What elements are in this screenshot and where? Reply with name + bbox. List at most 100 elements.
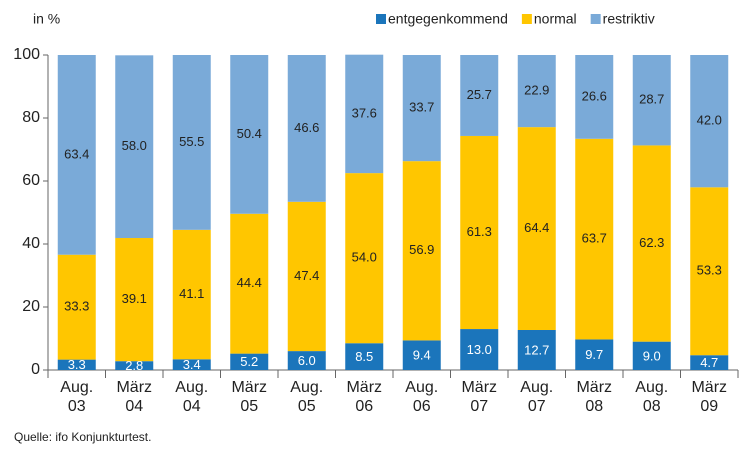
value-label: 64.4 (524, 220, 549, 235)
bar-segment (690, 55, 729, 188)
value-label: 63.7 (582, 231, 607, 246)
value-label: 3.3 (68, 357, 86, 372)
bar-segment (517, 55, 556, 128)
bar-segment (230, 55, 269, 214)
value-label: 62.3 (639, 235, 664, 250)
bar-segment (575, 55, 614, 139)
bar-segment (57, 55, 96, 255)
legend-label: normal (534, 11, 577, 27)
value-label: 56.9 (409, 242, 434, 257)
x-tick-label: März (691, 379, 727, 396)
y-tick-label: 0 (31, 361, 40, 378)
x-tick-label: März (116, 379, 152, 396)
x-tick-label: 07 (470, 398, 488, 415)
x-tick-label: 04 (125, 398, 143, 415)
bar-segment (230, 213, 269, 354)
legend-label: restriktiv (603, 11, 655, 27)
x-tick-label: 04 (183, 398, 201, 415)
bar-segment (402, 340, 441, 370)
legend-swatch (590, 14, 601, 24)
legend-label: entgegenkommend (388, 11, 508, 27)
value-label: 6.0 (298, 353, 316, 368)
x-tick-label: März (576, 379, 612, 396)
bar-segment (460, 135, 499, 330)
value-label: 46.6 (294, 120, 319, 135)
bar-segment (57, 254, 96, 360)
y-axis-label: in % (33, 11, 60, 27)
x-tick-label: März (346, 379, 382, 396)
bar-segment (632, 341, 671, 370)
bar-segment (690, 187, 729, 356)
bar-segment (575, 138, 614, 340)
value-label: 9.4 (413, 348, 431, 363)
bar-segment (345, 173, 384, 344)
x-tick-label: Aug. (60, 379, 93, 396)
value-label: 63.4 (64, 146, 89, 161)
y-tick-label: 20 (22, 298, 40, 315)
x-tick-label: Aug. (405, 379, 438, 396)
value-label: 12.7 (524, 342, 549, 357)
value-label: 26.6 (582, 88, 607, 103)
value-label: 8.5 (355, 349, 373, 364)
value-label: 41.1 (179, 286, 204, 301)
x-tick-label: März (461, 379, 497, 396)
bar-segment (115, 238, 154, 362)
value-label: 22.9 (524, 83, 549, 98)
bar-segment (632, 55, 671, 146)
value-label: 42.0 (697, 113, 722, 128)
x-tick-label: 09 (700, 398, 718, 415)
value-label: 2.8 (125, 358, 143, 373)
value-label: 61.3 (467, 224, 492, 239)
value-label: 50.4 (237, 126, 262, 141)
value-label: 53.3 (697, 263, 722, 278)
y-tick-label: 100 (13, 46, 40, 63)
x-tick-label: Aug. (290, 379, 323, 396)
bar-segment (460, 55, 499, 136)
x-tick-label: Aug. (520, 379, 553, 396)
x-tick-label: 07 (528, 398, 546, 415)
value-label: 37.6 (352, 105, 377, 120)
value-label: 39.1 (122, 291, 147, 306)
value-label: 3.4 (183, 357, 201, 372)
x-tick-label: 06 (413, 398, 431, 415)
x-tick-label: 03 (68, 398, 86, 415)
x-tick-label: 08 (643, 398, 661, 415)
y-tick-label: 60 (22, 172, 40, 189)
source-note: Quelle: ifo Konjunkturtest. (14, 430, 151, 444)
value-label: 28.7 (639, 92, 664, 107)
bar-segment (632, 145, 671, 342)
x-tick-label: 06 (355, 398, 373, 415)
bar-segment (402, 161, 441, 341)
value-label: 54.0 (352, 250, 377, 265)
bar-segment (287, 351, 326, 370)
y-tick-label: 80 (22, 109, 40, 126)
value-label: 4.7 (700, 355, 718, 370)
legend-swatch (521, 14, 532, 24)
bar-segment (690, 355, 729, 370)
value-label: 5.2 (240, 354, 258, 369)
bar-segment (57, 359, 96, 370)
bar-segment (517, 127, 556, 330)
value-label: 44.4 (237, 275, 262, 290)
bar-segment (402, 55, 441, 162)
x-tick-label: März (231, 379, 267, 396)
value-label: 58.0 (122, 138, 147, 153)
value-label: 47.4 (294, 268, 319, 283)
bar-segment (287, 201, 326, 352)
bar-segment (575, 339, 614, 370)
bar-segment (287, 55, 326, 202)
bar-segment (172, 55, 211, 230)
x-tick-label: 05 (240, 398, 258, 415)
bar-segment (172, 359, 211, 370)
bar-segment (345, 54, 384, 174)
bar-segment (115, 55, 154, 239)
value-label: 33.7 (409, 100, 434, 115)
value-label: 33.3 (64, 299, 89, 314)
value-label: 55.5 (179, 134, 204, 149)
bar-segment (517, 329, 556, 370)
value-label: 25.7 (467, 87, 492, 102)
bar-segment (230, 353, 269, 370)
bar-segment (460, 329, 499, 370)
bar-segment (115, 361, 154, 370)
